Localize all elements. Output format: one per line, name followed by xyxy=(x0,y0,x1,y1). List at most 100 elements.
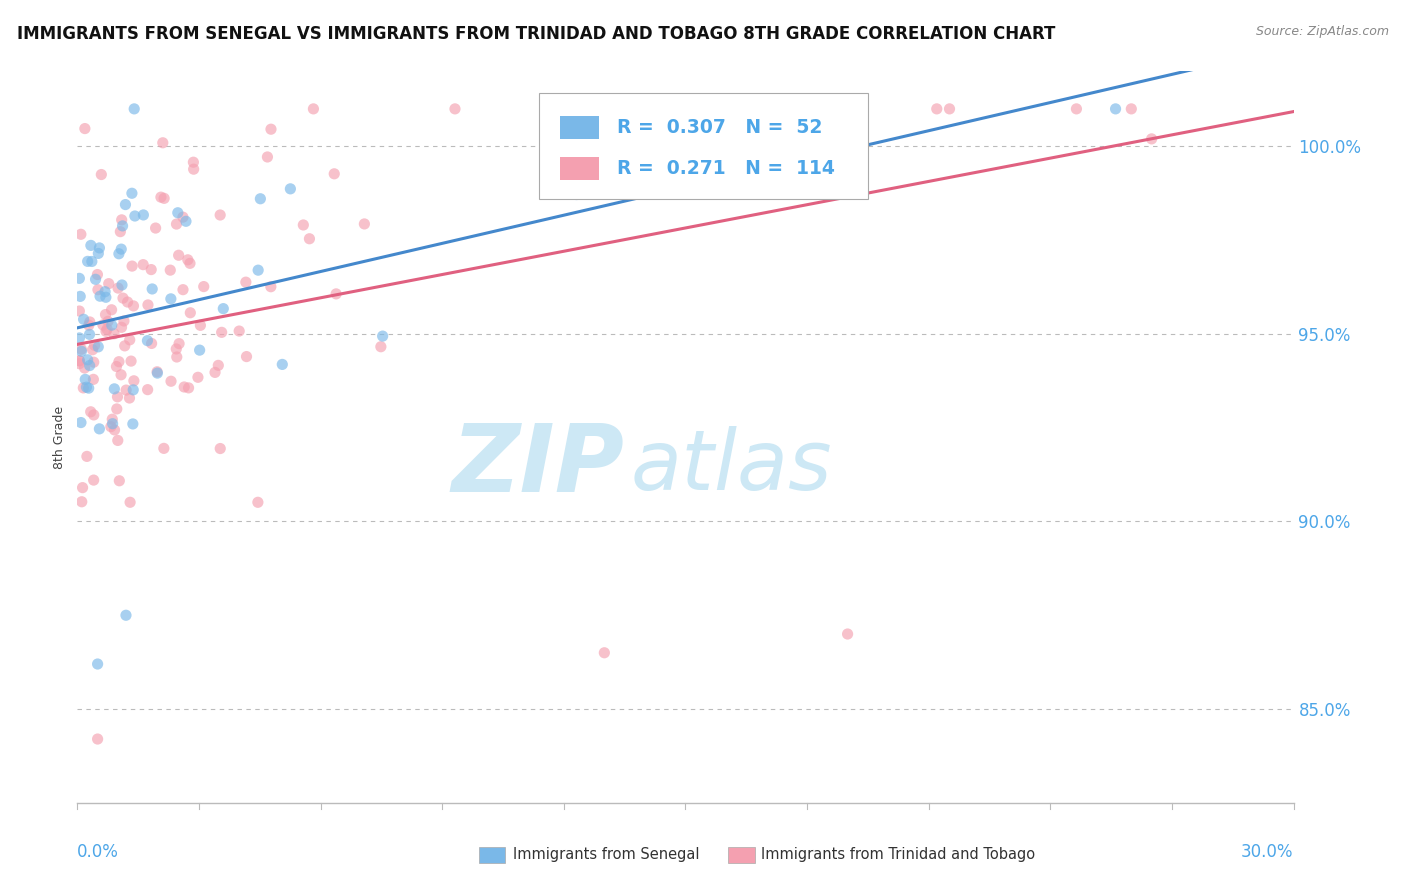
Point xyxy=(353,217,375,231)
Text: 30.0%: 30.0% xyxy=(1241,843,1294,861)
Point xyxy=(1140,132,1163,146)
Point xyxy=(111,219,134,233)
Point xyxy=(110,320,132,334)
Point xyxy=(86,657,108,671)
Point xyxy=(79,327,101,342)
Point xyxy=(84,272,107,286)
Point xyxy=(77,318,100,333)
Point xyxy=(86,268,108,282)
Point xyxy=(96,322,118,336)
Point xyxy=(83,408,105,422)
Point xyxy=(183,162,205,177)
Point xyxy=(72,312,94,326)
Point xyxy=(121,186,143,201)
Point xyxy=(120,495,142,509)
Point xyxy=(136,298,159,312)
Point xyxy=(101,417,124,431)
Point xyxy=(67,354,90,368)
Point xyxy=(76,450,98,464)
Point xyxy=(136,383,159,397)
Point xyxy=(87,340,110,354)
Point xyxy=(110,225,132,239)
Point xyxy=(207,359,229,373)
Point xyxy=(94,324,117,338)
Point xyxy=(70,344,93,359)
Point xyxy=(117,295,139,310)
Point xyxy=(235,275,257,289)
Point xyxy=(108,354,131,368)
Point xyxy=(80,238,103,252)
Point xyxy=(75,372,97,386)
Point xyxy=(97,314,120,328)
Point xyxy=(160,292,183,306)
Point xyxy=(107,390,129,404)
Point xyxy=(82,372,104,386)
Point xyxy=(90,168,112,182)
Point xyxy=(235,350,257,364)
Point xyxy=(115,608,138,623)
Point xyxy=(247,263,270,277)
Point xyxy=(122,383,145,397)
Bar xyxy=(560,116,599,139)
Point xyxy=(209,442,232,456)
Text: Immigrants from Senegal: Immigrants from Senegal xyxy=(513,847,699,863)
Point xyxy=(107,281,129,295)
Point xyxy=(292,218,315,232)
Point xyxy=(593,646,616,660)
Point xyxy=(323,167,346,181)
Point xyxy=(118,391,141,405)
Point xyxy=(153,191,176,205)
Point xyxy=(246,495,269,509)
Point xyxy=(152,136,174,150)
Point xyxy=(94,285,117,299)
Point xyxy=(83,355,105,369)
Point xyxy=(1121,102,1143,116)
Point xyxy=(82,343,104,357)
Point xyxy=(73,361,96,376)
Point xyxy=(103,423,125,437)
Point xyxy=(136,334,159,348)
Point xyxy=(121,259,143,273)
Point xyxy=(70,227,93,242)
Point xyxy=(145,221,167,235)
Point xyxy=(72,481,94,495)
Point xyxy=(159,263,181,277)
Point xyxy=(280,182,302,196)
Point xyxy=(100,302,122,317)
Point xyxy=(75,380,97,394)
Point xyxy=(179,306,201,320)
Point xyxy=(209,208,232,222)
Point xyxy=(111,277,134,292)
Point xyxy=(86,732,108,747)
Point xyxy=(79,315,101,329)
Point xyxy=(110,242,132,256)
Point xyxy=(76,254,98,268)
Point xyxy=(172,283,194,297)
Point xyxy=(91,318,114,332)
Point xyxy=(1104,102,1126,116)
Point xyxy=(938,102,960,116)
Point xyxy=(256,150,278,164)
Point xyxy=(122,102,145,116)
Point xyxy=(70,416,93,430)
Point xyxy=(187,370,209,384)
Point xyxy=(160,374,183,388)
Point xyxy=(188,343,211,358)
Text: 0.0%: 0.0% xyxy=(77,843,120,861)
Point xyxy=(172,210,194,224)
Point xyxy=(115,383,138,397)
Point xyxy=(302,102,325,116)
Point xyxy=(120,354,142,368)
Point xyxy=(132,208,155,222)
Point xyxy=(89,241,111,255)
FancyBboxPatch shape xyxy=(540,94,868,200)
Point xyxy=(146,365,169,379)
Point xyxy=(118,333,141,347)
Point xyxy=(193,279,215,293)
Point xyxy=(174,214,197,228)
Point xyxy=(183,155,205,169)
Point xyxy=(298,232,321,246)
Point xyxy=(83,473,105,487)
Point xyxy=(121,417,143,431)
Point xyxy=(141,262,163,277)
